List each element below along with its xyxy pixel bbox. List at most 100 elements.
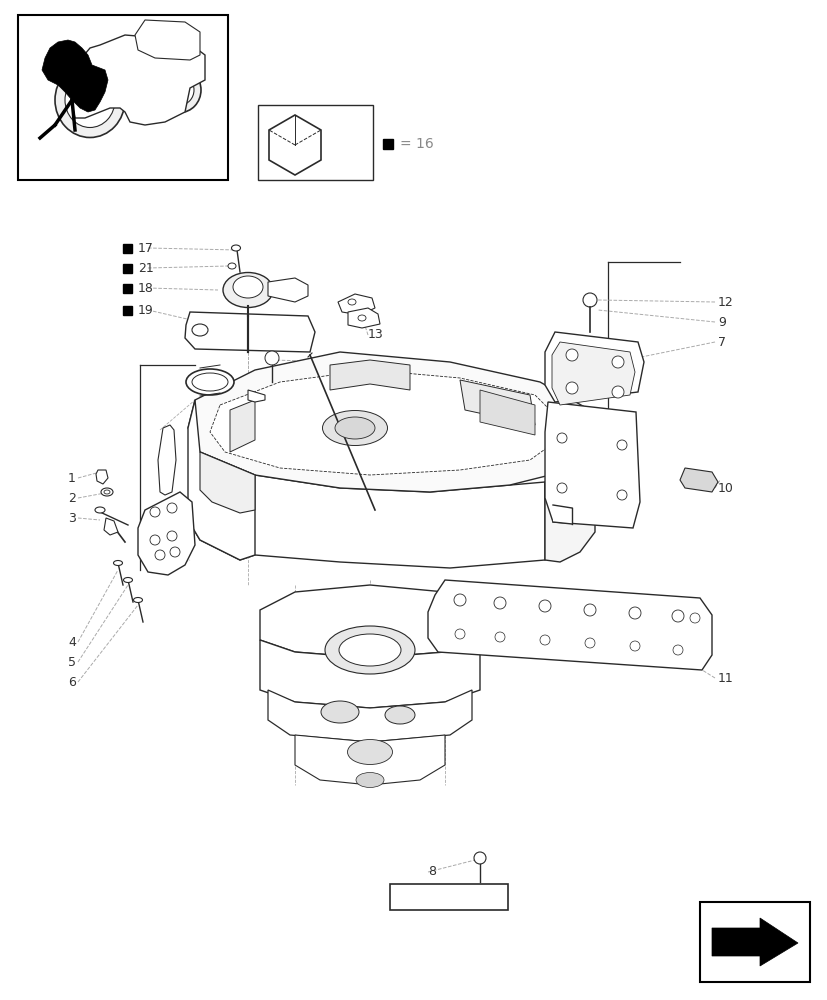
Polygon shape: [679, 468, 717, 492]
Text: 12: 12: [717, 296, 733, 308]
Ellipse shape: [232, 245, 240, 251]
Bar: [123, 263, 132, 272]
Bar: [390, 884, 508, 910]
Ellipse shape: [95, 507, 105, 513]
Polygon shape: [460, 380, 534, 425]
Polygon shape: [158, 425, 176, 495]
Circle shape: [566, 382, 577, 394]
Polygon shape: [72, 35, 205, 125]
Polygon shape: [480, 390, 534, 435]
Polygon shape: [188, 452, 544, 568]
Bar: [258, 105, 372, 180]
Ellipse shape: [321, 701, 359, 723]
Text: 17: 17: [138, 241, 154, 254]
Ellipse shape: [192, 373, 227, 391]
Ellipse shape: [322, 410, 387, 446]
Circle shape: [155, 550, 165, 560]
Polygon shape: [104, 518, 118, 535]
Circle shape: [629, 641, 639, 651]
Polygon shape: [552, 505, 571, 524]
Text: 9: 9: [717, 316, 725, 328]
Text: 6: 6: [68, 676, 76, 688]
Circle shape: [150, 507, 160, 517]
Polygon shape: [138, 492, 195, 575]
Circle shape: [150, 535, 160, 545]
Ellipse shape: [222, 272, 273, 308]
Polygon shape: [96, 470, 108, 484]
Circle shape: [557, 433, 566, 443]
Circle shape: [582, 293, 596, 307]
Ellipse shape: [347, 299, 356, 305]
Text: 18: 18: [138, 282, 154, 294]
Ellipse shape: [113, 560, 122, 566]
Circle shape: [611, 356, 624, 368]
Polygon shape: [337, 294, 375, 315]
Polygon shape: [269, 115, 321, 175]
Polygon shape: [544, 332, 643, 402]
Bar: [123, 284, 132, 292]
Bar: [699, 902, 809, 982]
Ellipse shape: [232, 276, 263, 298]
Text: 14: 14: [345, 395, 361, 408]
Polygon shape: [188, 352, 595, 492]
Circle shape: [167, 531, 177, 541]
Bar: [373, 358, 382, 366]
Polygon shape: [230, 400, 255, 452]
Bar: [373, 397, 382, 406]
Circle shape: [455, 629, 465, 639]
Text: 7: 7: [717, 336, 725, 349]
Text: 21: 21: [138, 261, 154, 274]
Polygon shape: [268, 690, 471, 742]
Polygon shape: [42, 40, 108, 112]
Text: 1.80.5/1: 1.80.5/1: [423, 890, 475, 904]
Ellipse shape: [227, 263, 236, 269]
Circle shape: [629, 607, 640, 619]
Polygon shape: [260, 640, 480, 708]
Circle shape: [453, 594, 466, 606]
Text: 20: 20: [345, 416, 361, 428]
Text: 19: 19: [138, 304, 154, 316]
Ellipse shape: [55, 62, 125, 138]
Circle shape: [583, 604, 595, 616]
Ellipse shape: [80, 89, 100, 111]
Circle shape: [672, 645, 682, 655]
Ellipse shape: [347, 739, 392, 764]
Circle shape: [585, 638, 595, 648]
Ellipse shape: [192, 324, 208, 336]
Polygon shape: [294, 735, 444, 785]
Text: 3: 3: [68, 512, 76, 524]
Ellipse shape: [335, 417, 375, 439]
Circle shape: [265, 351, 279, 365]
Circle shape: [167, 503, 177, 513]
Ellipse shape: [101, 488, 112, 496]
Polygon shape: [544, 402, 639, 528]
Polygon shape: [268, 278, 308, 302]
Polygon shape: [184, 312, 314, 352]
Text: 1: 1: [68, 472, 76, 485]
Circle shape: [616, 440, 626, 450]
Ellipse shape: [133, 597, 142, 602]
Bar: [383, 139, 393, 149]
Text: KIT: KIT: [286, 132, 307, 142]
Circle shape: [557, 483, 566, 493]
Circle shape: [494, 597, 505, 609]
Text: 10: 10: [717, 482, 733, 494]
Text: 5: 5: [68, 656, 76, 668]
Polygon shape: [200, 452, 255, 513]
Circle shape: [473, 852, 485, 864]
Polygon shape: [210, 370, 557, 475]
Bar: [123, 243, 132, 252]
Ellipse shape: [123, 578, 132, 582]
Text: 15: 15: [345, 375, 361, 388]
Text: = 16: = 16: [399, 137, 433, 151]
Polygon shape: [711, 918, 797, 966]
Circle shape: [495, 632, 504, 642]
Polygon shape: [188, 400, 255, 560]
Polygon shape: [347, 308, 380, 328]
Ellipse shape: [186, 369, 234, 395]
Ellipse shape: [104, 490, 110, 494]
Polygon shape: [260, 585, 480, 658]
Polygon shape: [544, 410, 595, 562]
Polygon shape: [330, 360, 409, 390]
Ellipse shape: [338, 634, 400, 666]
